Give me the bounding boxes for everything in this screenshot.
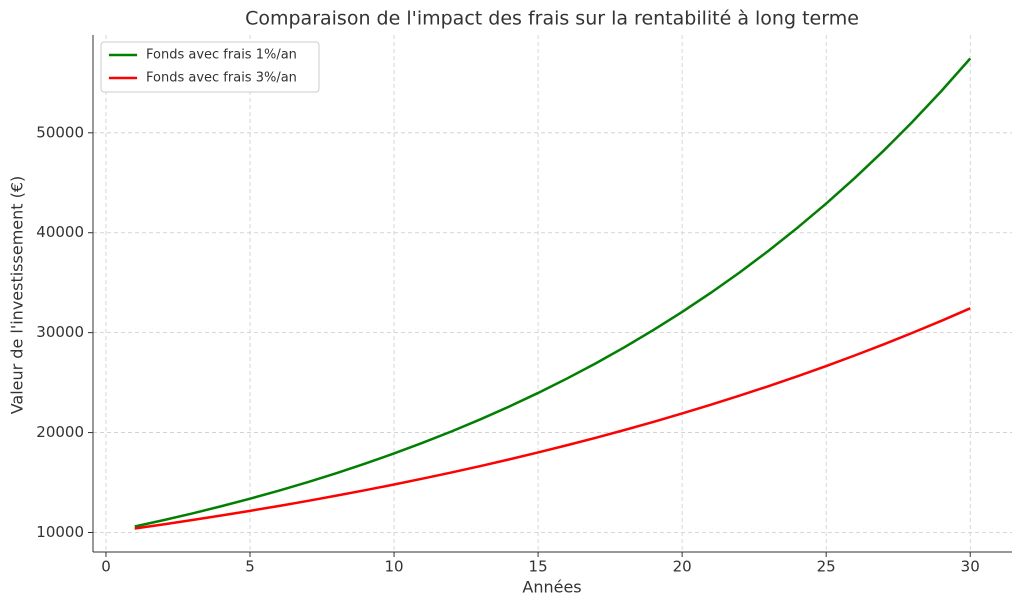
chart-title: Comparaison de l'impact des frais sur la… — [245, 8, 859, 30]
x-tick-label: 25 — [817, 558, 836, 576]
y-tick-label: 20000 — [36, 423, 84, 441]
x-tick-label: 10 — [385, 558, 404, 576]
x-axis-label: Années — [522, 578, 581, 597]
x-tick-label: 5 — [245, 558, 255, 576]
x-tick-label: 30 — [961, 558, 980, 576]
y-axis-label: Valeur de l'investissement (€) — [8, 176, 27, 415]
legend-label: Fonds avec frais 1%/an — [146, 48, 297, 63]
x-tick-label: 20 — [673, 558, 692, 576]
series-line — [134, 307, 971, 530]
x-tick-label: 15 — [529, 558, 548, 576]
x-tick-label: 0 — [101, 558, 111, 576]
y-tick-label: 40000 — [36, 223, 84, 241]
legend: Fonds avec frais 1%/an Fonds avec frais 3… — [100, 41, 320, 93]
series-line — [134, 57, 972, 528]
legend-box — [100, 41, 320, 93]
y-tick-label: 10000 — [36, 523, 84, 541]
y-tick-label: 50000 — [36, 123, 84, 141]
y-tick-label: 30000 — [36, 323, 84, 341]
legend-label: Fonds avec frais 3%/an — [146, 71, 297, 86]
